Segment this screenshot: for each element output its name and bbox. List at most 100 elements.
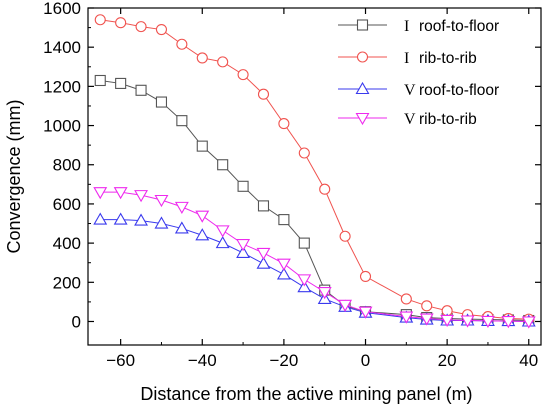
data-point xyxy=(317,287,332,300)
data-point xyxy=(196,140,208,152)
series-line xyxy=(100,219,529,322)
data-point xyxy=(256,256,271,269)
data-point xyxy=(257,88,270,100)
data-point xyxy=(195,210,210,223)
data-point xyxy=(276,267,291,280)
data-point xyxy=(319,183,331,195)
y-tick-label: 800 xyxy=(53,156,81,175)
data-point xyxy=(237,180,249,192)
data-point xyxy=(257,200,270,212)
data-point xyxy=(236,245,251,258)
plot-border xyxy=(87,7,542,346)
axes-layer: −60 −40 −20 0 20 4002004006008001000120014001… xyxy=(43,0,541,370)
data-point xyxy=(174,201,189,214)
y-tick-label: 600 xyxy=(53,195,81,214)
legend-marker xyxy=(355,112,370,126)
data-point xyxy=(399,311,414,324)
x-tick-label: 0 xyxy=(361,351,370,370)
data-point xyxy=(521,316,536,329)
data-point xyxy=(339,230,351,242)
legend-label: rib-to-rib xyxy=(419,50,477,67)
legend-label: rib-to-rib xyxy=(419,111,477,128)
data-point xyxy=(154,216,169,229)
legend-roman-label: I xyxy=(404,50,409,67)
data-point xyxy=(501,316,516,329)
data-point xyxy=(217,56,229,68)
series-1 xyxy=(94,14,535,325)
data-point xyxy=(338,299,353,312)
data-point xyxy=(236,239,251,252)
legend-roman-label: I xyxy=(404,18,409,35)
legend-roman-label: V xyxy=(404,111,416,128)
data-point xyxy=(93,187,108,200)
data-point xyxy=(94,14,106,26)
y-tick-label: 1400 xyxy=(43,38,81,57)
data-point xyxy=(115,17,127,29)
y-tick-label: 1000 xyxy=(43,117,81,136)
y-axis-title: Convergence (mm) xyxy=(4,99,24,253)
y-tick-label: 0 xyxy=(72,312,81,331)
legend-marker xyxy=(356,51,369,63)
plot-frame xyxy=(87,7,542,346)
data-point xyxy=(256,247,271,261)
data-point xyxy=(217,159,229,171)
y-tick-label: 400 xyxy=(53,234,81,253)
data-point xyxy=(135,21,147,33)
x-tick-label: 40 xyxy=(519,351,538,370)
data-point xyxy=(196,52,208,64)
data-point xyxy=(298,237,310,249)
series-line xyxy=(100,191,529,322)
data-point xyxy=(215,236,230,249)
data-point xyxy=(237,69,249,81)
series-layer xyxy=(93,14,536,329)
legend-marker xyxy=(356,19,369,31)
data-point xyxy=(358,306,373,319)
legend-marker xyxy=(355,81,370,95)
data-point xyxy=(298,147,310,159)
data-point xyxy=(135,84,147,96)
legend-label: roof-to-floor xyxy=(419,82,499,99)
data-point xyxy=(297,274,312,287)
data-point xyxy=(176,115,188,127)
x-tick-label: 20 xyxy=(438,351,457,370)
data-point xyxy=(113,212,128,225)
data-point xyxy=(94,74,106,87)
legend-label: roof-to-floor xyxy=(419,18,499,35)
data-point xyxy=(93,212,108,225)
series-2 xyxy=(93,212,536,327)
data-point xyxy=(421,300,433,312)
data-point xyxy=(278,214,290,226)
data-point xyxy=(400,293,412,305)
y-tick-label: 1600 xyxy=(43,0,81,18)
data-point xyxy=(174,221,189,234)
data-point xyxy=(480,315,495,329)
data-point xyxy=(155,96,168,108)
data-point xyxy=(359,270,372,282)
data-point xyxy=(134,213,149,226)
data-point xyxy=(215,225,230,238)
data-point xyxy=(134,190,149,203)
x-tick-label: −60 xyxy=(106,351,135,370)
data-point xyxy=(440,314,455,328)
data-point xyxy=(115,77,127,89)
data-point xyxy=(154,194,169,208)
data-point xyxy=(276,258,291,271)
data-point xyxy=(419,313,434,326)
data-point xyxy=(278,118,290,130)
series-3 xyxy=(93,187,536,329)
data-point xyxy=(460,315,475,328)
data-point xyxy=(195,228,210,241)
data-point xyxy=(155,24,168,36)
x-axis-title: Distance from the active mining panel (m… xyxy=(140,384,472,404)
y-tick-label: 200 xyxy=(53,273,81,292)
legend-roman-label: V xyxy=(404,82,416,99)
data-point xyxy=(113,187,128,200)
x-tick-label: −20 xyxy=(269,351,298,370)
x-tick-label: −40 xyxy=(188,351,217,370)
